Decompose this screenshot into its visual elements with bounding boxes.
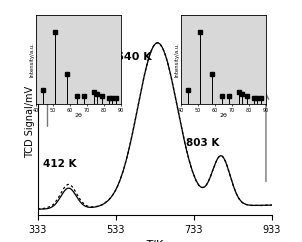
Text: 803 K: 803 K <box>186 138 219 148</box>
Text: 412 K: 412 K <box>43 159 77 169</box>
X-axis label: 2θ: 2θ <box>75 113 82 118</box>
Y-axis label: Intensity/a.u.: Intensity/a.u. <box>175 42 180 77</box>
Text: 640 K: 640 K <box>116 52 152 62</box>
Y-axis label: Intensity/a.u.: Intensity/a.u. <box>30 42 35 77</box>
Y-axis label: TCD Signal/mV: TCD Signal/mV <box>25 86 35 158</box>
X-axis label: 2θ: 2θ <box>220 113 227 118</box>
X-axis label: $\it{T}$/K: $\it{T}$/K <box>145 238 165 242</box>
